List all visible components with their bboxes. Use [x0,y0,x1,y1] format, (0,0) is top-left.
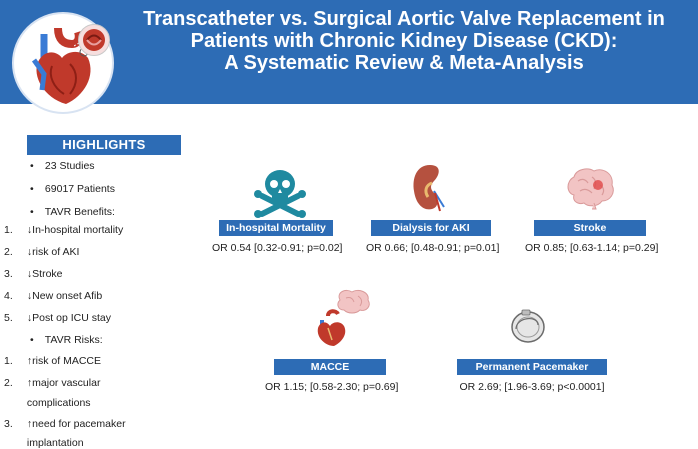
list-item: • TAVR Risks: [30,334,103,346]
list-item: implantation [26,437,84,449]
highlights-heading: HIGHLIGHTS [27,135,181,155]
pacemaker-label: Permanent Pacemaker [457,359,607,375]
kidney-icon [413,165,445,212]
stroke-stat: OR 0.85; [0.63-1.14; p=0.29] [525,242,659,254]
pacemaker-icon [511,309,545,343]
list-item: 2. ↓risk of AKI [4,246,80,258]
page-title: Transcatheter vs. Surgical Aortic Valve … [120,8,688,74]
title-line-1: Transcatheter vs. Surgical Aortic Valve … [143,8,665,30]
aki-label: Dialysis for AKI [371,220,491,236]
list-item: • 69017 Patients [30,183,115,195]
list-item: • TAVR Benefits: [30,206,115,218]
macce-label: MACCE [274,359,386,375]
list-item: 4. ↓New onset Afib [4,290,103,302]
list-item: 3. ↓Stroke [4,268,63,280]
title-line-3: A Systematic Review & Meta-Analysis [224,52,584,74]
list-item: complications [26,397,91,409]
brain-icon [567,168,614,210]
aki-stat: OR 0.66; [0.48-0.91; p=0.01] [366,242,500,254]
mortality-stat: OR 0.54 [0.32-0.91; p=0.02] [212,242,343,254]
list-item: 1. ↓In-hospital mortality [4,224,124,236]
mortality-label: In-hospital Mortality [219,220,333,236]
macce-stat: OR 1.15; [0.58-2.30; p=0.69] [265,381,399,393]
header-banner: Transcatheter vs. Surgical Aortic Valve … [0,0,698,104]
valve-zoom-icon [78,24,110,56]
list-item: 3. ↑need for pacemaker [4,418,126,430]
stroke-label: Stroke [534,220,646,236]
list-item: 5. ↓Post op ICU stay [4,312,111,324]
title-line-2: Patients with Chronic Kidney Disease (CK… [190,30,618,52]
list-item: 1. ↑risk of MACCE [4,355,102,367]
pacemaker-stat: OR 2.69; [1.96-3.69; p<0.0001] [459,381,605,393]
list-item: • 23 Studies [30,160,95,172]
list-item: 2. ↑major vascular [4,377,101,389]
heart-brain-icon [317,289,370,346]
skull-crossbones-icon [254,170,306,218]
